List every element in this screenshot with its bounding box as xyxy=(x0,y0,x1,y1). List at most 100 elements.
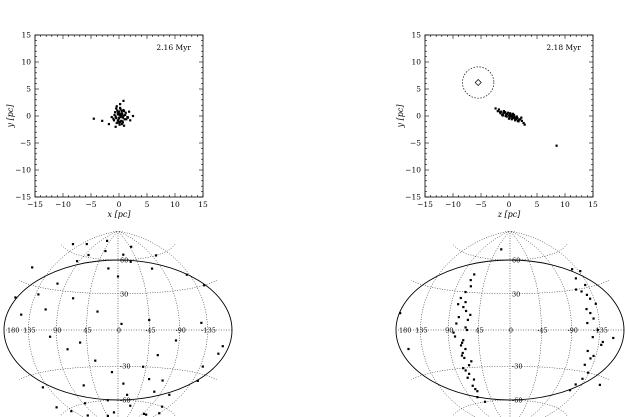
sky-point xyxy=(464,301,467,304)
x-tick-label: −5 xyxy=(475,200,486,209)
sky-point xyxy=(468,372,471,375)
sky-point xyxy=(120,322,123,325)
data-point xyxy=(112,119,116,122)
data-point xyxy=(501,114,504,117)
x-tick-label: −10 xyxy=(445,200,461,209)
data-point xyxy=(117,110,121,113)
latitude-label: -30 xyxy=(512,363,522,371)
time-annotation: 2.18 Myr xyxy=(546,43,581,52)
data-point xyxy=(509,112,512,115)
grid-meridian xyxy=(86,230,119,417)
data-point xyxy=(131,114,135,118)
data-point xyxy=(500,110,503,113)
grid-parallel xyxy=(452,244,568,261)
sky-point xyxy=(96,310,99,313)
data-point xyxy=(120,119,123,122)
longitude-label: -45 xyxy=(537,327,547,335)
data-point xyxy=(122,108,125,112)
sky-point xyxy=(110,371,114,374)
sky-point xyxy=(168,393,171,396)
data-point xyxy=(124,113,127,117)
grid-meridian xyxy=(509,230,600,417)
longitude-label: 0 xyxy=(117,327,121,335)
sky-point xyxy=(217,352,220,355)
sky-point xyxy=(153,390,156,393)
sky-point xyxy=(87,253,90,257)
sky-point xyxy=(586,371,590,374)
sky-point xyxy=(185,273,188,276)
sky-point xyxy=(116,275,120,278)
sky-point xyxy=(105,239,109,242)
sky-point xyxy=(31,266,34,269)
sky-point xyxy=(462,367,465,370)
latitude-label: -60 xyxy=(120,397,130,405)
sky-point xyxy=(469,313,472,316)
data-point xyxy=(511,112,515,115)
x-tick-label: 10 xyxy=(560,200,570,209)
sky-point xyxy=(48,335,52,338)
sky-point xyxy=(122,253,125,256)
grid-parallel xyxy=(60,244,176,261)
data-point xyxy=(129,119,132,122)
sky-point xyxy=(472,378,476,381)
map-boundary xyxy=(3,259,233,401)
sky-point xyxy=(72,297,75,300)
sky-point xyxy=(75,260,79,263)
data-point xyxy=(116,119,119,122)
y-tick-label: 10 xyxy=(411,58,421,67)
sky-point xyxy=(455,322,458,325)
sky-point xyxy=(148,378,151,381)
sky-point xyxy=(104,249,107,253)
sky-point xyxy=(589,311,592,315)
marker-circle xyxy=(462,66,495,99)
grid-meridian xyxy=(56,230,119,417)
data-point xyxy=(92,117,95,120)
sky-point xyxy=(161,379,164,382)
sky-point xyxy=(459,344,463,347)
sky-point xyxy=(129,404,132,407)
y-tick-label: 10 xyxy=(21,58,31,67)
sky-point xyxy=(575,288,578,291)
sky-point xyxy=(66,348,69,351)
data-point xyxy=(110,115,113,119)
sky-point xyxy=(594,302,597,305)
data-point xyxy=(515,115,518,118)
y-tick-label: 15 xyxy=(21,31,31,40)
data-point xyxy=(122,124,126,127)
data-point xyxy=(117,117,121,120)
sky-point xyxy=(464,347,467,351)
data-point xyxy=(519,118,522,121)
data-point xyxy=(499,112,502,115)
data-point xyxy=(114,125,117,128)
data-point xyxy=(113,113,116,117)
sky-point xyxy=(476,396,479,399)
data-point xyxy=(510,114,513,118)
data-point xyxy=(506,111,509,114)
sky-point xyxy=(154,254,158,257)
sky-point xyxy=(174,339,178,342)
sky-point xyxy=(601,340,604,344)
sky-point xyxy=(14,296,17,299)
data-point xyxy=(112,117,115,120)
data-point xyxy=(502,112,505,115)
sky-point xyxy=(476,390,479,393)
latitude-label: 60 xyxy=(512,257,520,265)
y-tick-label: −5 xyxy=(410,139,421,148)
sky-point xyxy=(580,290,583,293)
data-point xyxy=(496,110,499,113)
data-point xyxy=(119,103,122,106)
data-point xyxy=(118,123,121,126)
grid-meridian xyxy=(117,230,208,417)
data-point xyxy=(113,111,117,114)
sky-point xyxy=(106,399,109,402)
sky-point xyxy=(471,384,474,387)
y-axis-label: y [pc] xyxy=(6,104,15,129)
sky-point xyxy=(500,248,503,251)
sky-point xyxy=(44,308,47,311)
data-point xyxy=(118,114,121,117)
data-point xyxy=(511,117,514,120)
sky-point xyxy=(83,402,87,405)
data-point xyxy=(507,114,511,117)
